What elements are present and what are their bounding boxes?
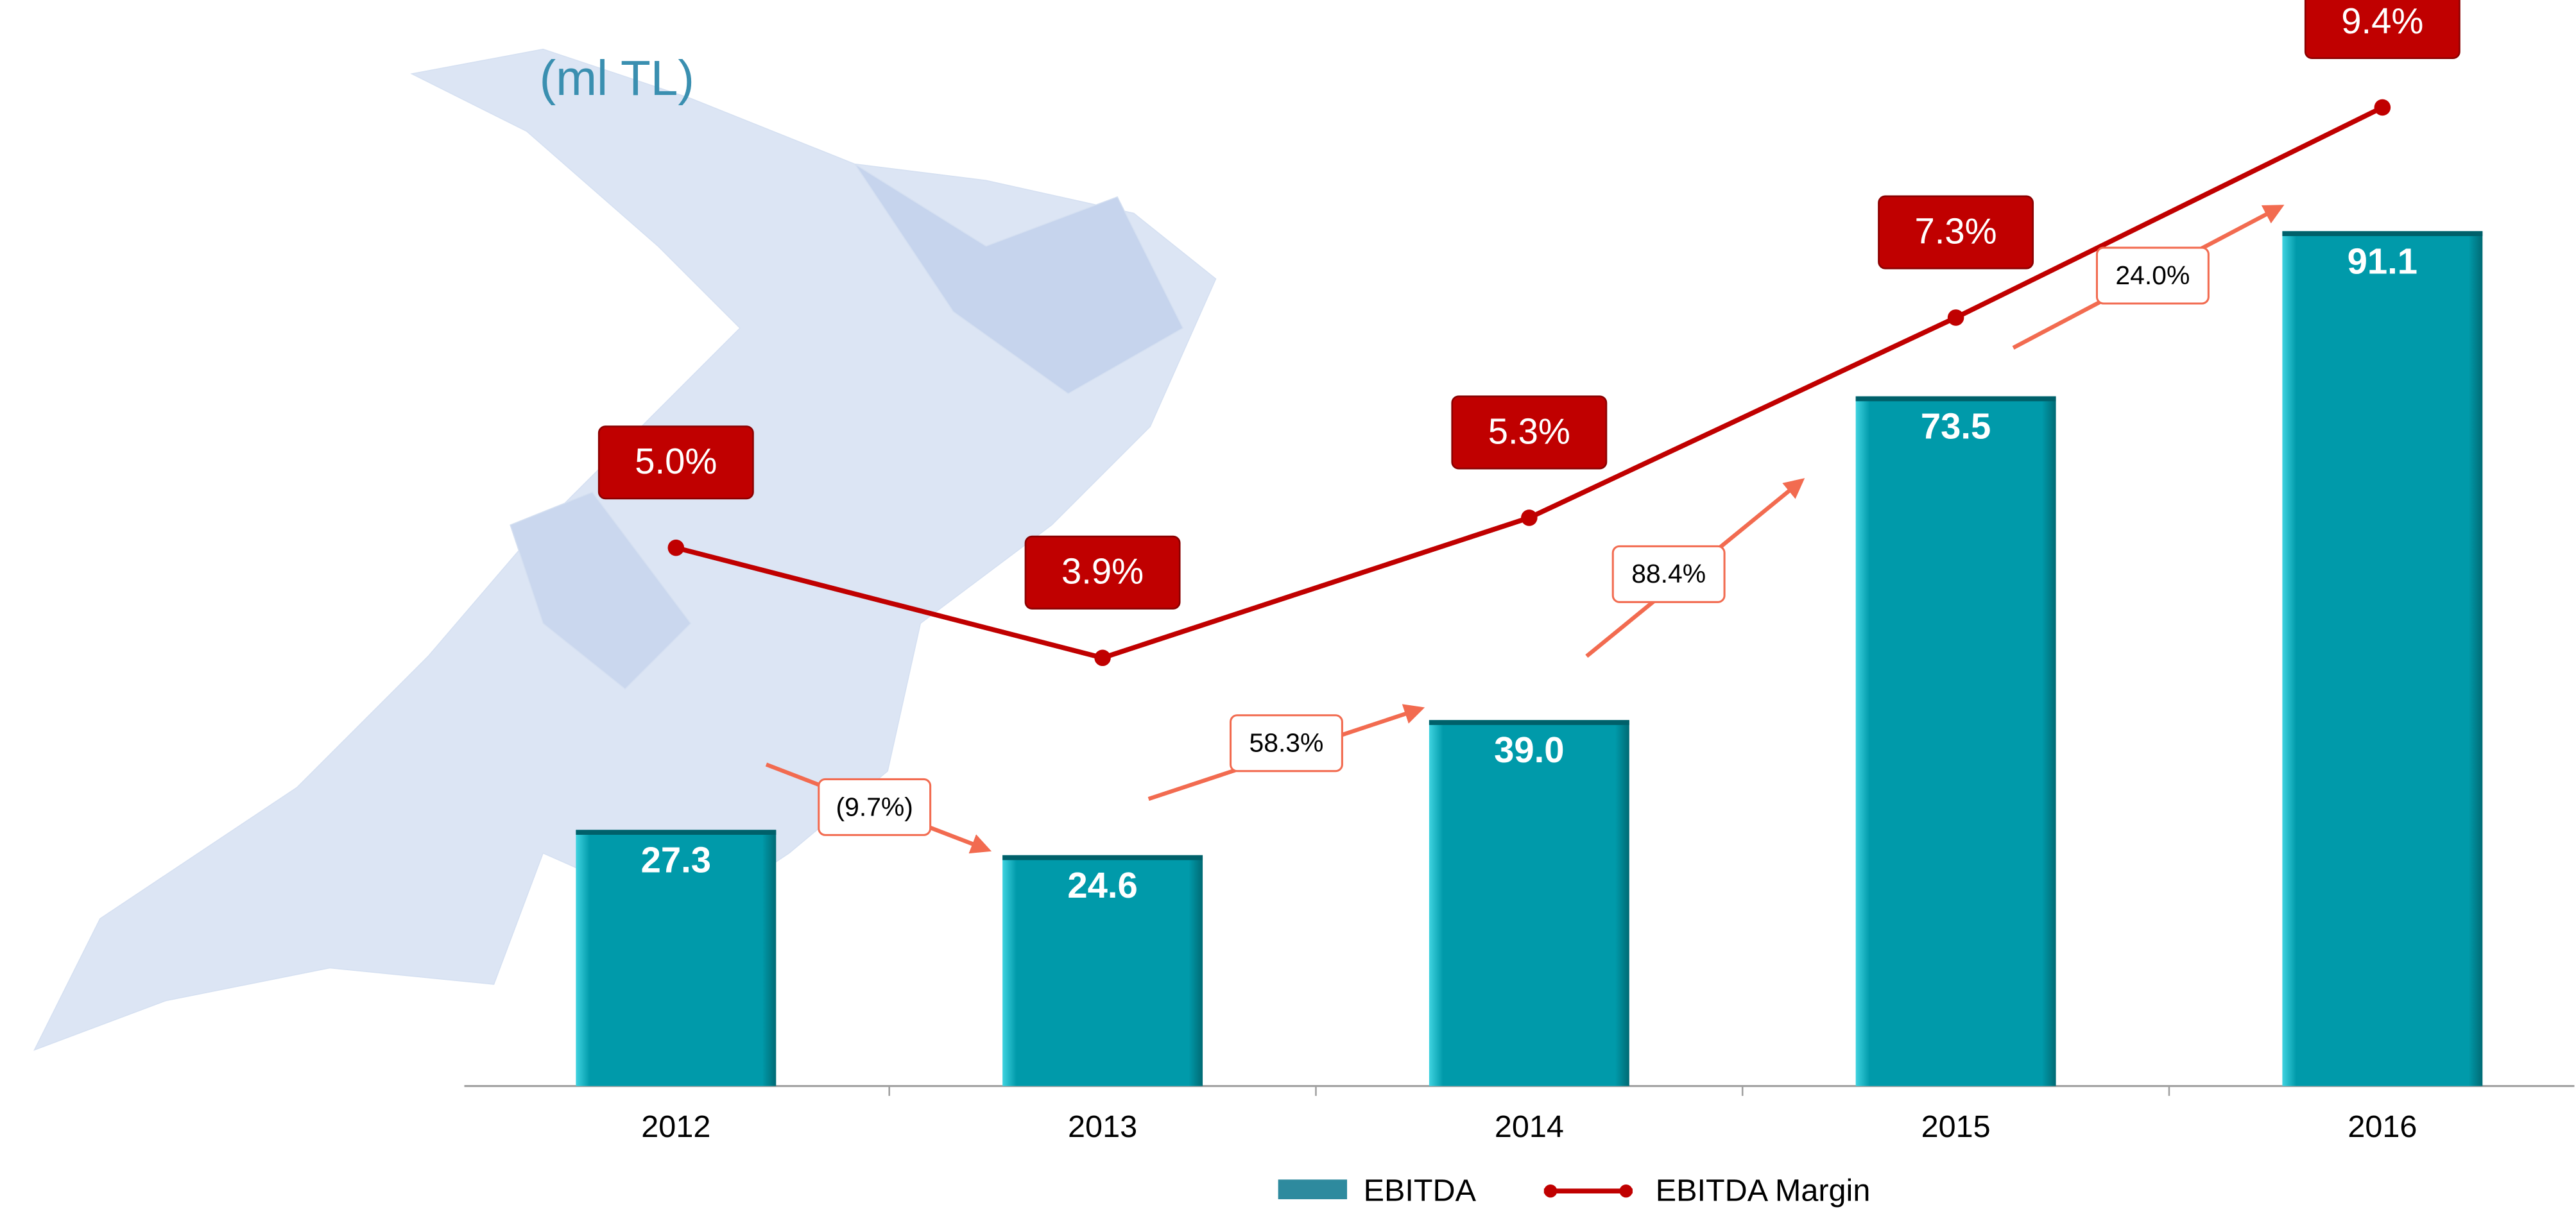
growth-label: 24.0% [2115,261,2190,290]
bar-top-edge [1002,855,1203,860]
growth-label: 88.4% [1631,559,1706,588]
growth-label-box [1229,714,1343,773]
x-tick-label: 2016 [2348,1109,2417,1144]
growth-label-box [2095,246,2210,305]
bar-top-edge [2282,231,2483,236]
line-point [1521,509,1538,526]
value-label: 73.5 [1921,406,1991,447]
x-tick-label: 2015 [1921,1109,1991,1144]
growth-label-box [818,778,932,836]
legend-label: EBITDA Margin [1656,1174,1871,1208]
growth-label: 58.3% [1249,728,1323,758]
bar [2282,231,2483,1086]
line-point [1947,309,1964,326]
value-label: 3.9% [1061,551,1144,592]
growth-label: (9.7%) [836,792,913,821]
legend-swatch [1543,1184,1558,1198]
value-label-box [1024,535,1181,610]
legend-swatch [1619,1184,1633,1198]
value-label: 5.3% [1488,411,1570,451]
legend-swatch [1278,1179,1348,1199]
bar [576,830,777,1086]
value-label: 5.0% [635,441,717,481]
x-tick-label: 2013 [1068,1109,1137,1144]
value-label-box [1451,395,1608,470]
x-tick-label: 2012 [641,1109,710,1144]
line-point [667,539,685,556]
legend-label: EBITDA [1364,1174,1477,1208]
value-label: 39.0 [1494,730,1564,770]
value-label-box [2304,0,2460,60]
bar-top-edge [1855,396,2056,402]
line-point [2374,99,2391,116]
value-label: 27.3 [641,839,711,880]
legend: EBITDA EBITDA Margin [1278,1174,1871,1208]
value-label-box [1878,195,2034,269]
bar [1429,720,1629,1086]
bar-top-edge [1429,720,1629,725]
value-label: 7.3% [1915,210,1997,251]
growth-label-box [1611,545,1726,603]
background-figure [33,48,1217,1051]
bar [1855,396,2056,1086]
value-label: 24.6 [1067,865,1137,905]
x-tick-label: 2014 [1495,1109,1564,1144]
value-label: 9.4% [2341,1,2423,41]
value-label: 91.1 [2348,241,2417,281]
bar-top-edge [576,830,777,835]
chart-title: (ml TL) [540,51,694,106]
line-point [1094,649,1111,667]
value-label-box [597,425,754,500]
bar [1002,855,1203,1086]
